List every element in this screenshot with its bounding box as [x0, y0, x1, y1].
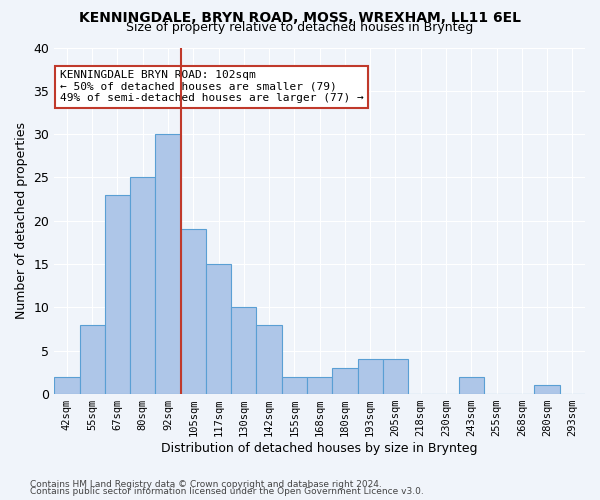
Y-axis label: Number of detached properties: Number of detached properties	[15, 122, 28, 320]
Bar	[155, 134, 181, 394]
Text: Size of property relative to detached houses in Brynteg: Size of property relative to detached ho…	[127, 22, 473, 35]
Text: Contains public sector information licensed under the Open Government Licence v3: Contains public sector information licen…	[30, 488, 424, 496]
Bar	[358, 360, 383, 394]
Bar	[231, 308, 256, 394]
Bar	[256, 325, 282, 394]
Text: KENNINGDALE BRYN ROAD: 102sqm
← 50% of detached houses are smaller (79)
49% of s: KENNINGDALE BRYN ROAD: 102sqm ← 50% of d…	[59, 70, 364, 103]
Bar	[282, 377, 307, 394]
Bar	[458, 377, 484, 394]
Text: Contains HM Land Registry data © Crown copyright and database right 2024.: Contains HM Land Registry data © Crown c…	[30, 480, 382, 489]
Bar	[307, 377, 332, 394]
Bar	[181, 230, 206, 394]
Text: KENNINGDALE, BRYN ROAD, MOSS, WREXHAM, LL11 6EL: KENNINGDALE, BRYN ROAD, MOSS, WREXHAM, L…	[79, 11, 521, 25]
Bar	[54, 377, 80, 394]
Bar	[80, 325, 105, 394]
Bar	[535, 386, 560, 394]
Bar	[105, 195, 130, 394]
Bar	[332, 368, 358, 394]
Bar	[206, 264, 231, 394]
Bar	[383, 360, 408, 394]
Bar	[130, 178, 155, 394]
X-axis label: Distribution of detached houses by size in Brynteg: Distribution of detached houses by size …	[161, 442, 478, 455]
